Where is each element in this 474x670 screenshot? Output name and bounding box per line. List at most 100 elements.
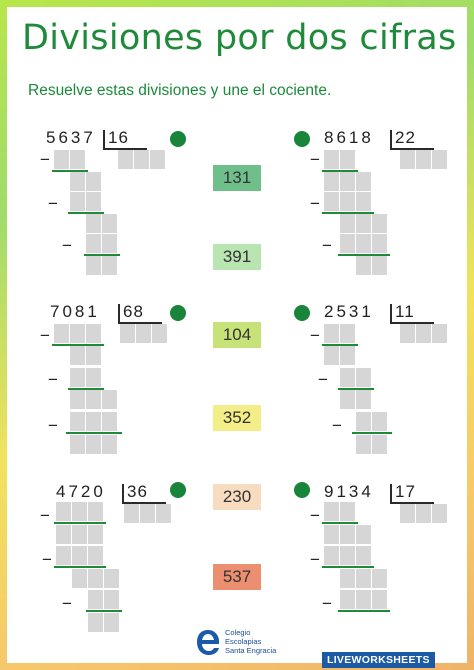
match-dot[interactable] xyxy=(294,305,310,321)
answer-box[interactable] xyxy=(86,172,101,191)
answer-box[interactable] xyxy=(56,525,71,544)
answer-box[interactable] xyxy=(88,590,103,609)
answer-box[interactable] xyxy=(324,172,339,191)
answer-box[interactable] xyxy=(324,192,339,211)
answer-box[interactable] xyxy=(104,590,119,609)
answer-box[interactable] xyxy=(340,390,355,409)
answer-box[interactable] xyxy=(372,214,387,233)
answer-box[interactable] xyxy=(324,546,339,565)
answer-tile[interactable]: 230 xyxy=(213,484,261,510)
answer-box[interactable] xyxy=(102,256,117,275)
answer-box[interactable] xyxy=(324,324,339,343)
answer-box[interactable] xyxy=(70,435,85,454)
answer-box[interactable] xyxy=(324,346,339,365)
answer-box[interactable] xyxy=(340,150,355,169)
answer-box[interactable] xyxy=(86,234,101,253)
quotient-box[interactable] xyxy=(140,504,155,523)
answer-box[interactable] xyxy=(356,412,371,431)
answer-box[interactable] xyxy=(86,214,101,233)
quotient-box[interactable] xyxy=(124,504,139,523)
answer-box[interactable] xyxy=(104,613,119,632)
answer-box[interactable] xyxy=(86,324,101,343)
answer-box[interactable] xyxy=(86,346,101,365)
answer-box[interactable] xyxy=(88,546,103,565)
answer-tile[interactable]: 391 xyxy=(213,244,261,270)
answer-box[interactable] xyxy=(70,390,85,409)
answer-box[interactable] xyxy=(102,234,117,253)
answer-box[interactable] xyxy=(70,346,85,365)
answer-box[interactable] xyxy=(356,435,371,454)
answer-box[interactable] xyxy=(56,546,71,565)
quotient-box[interactable] xyxy=(118,150,133,169)
quotient-box[interactable] xyxy=(416,324,431,343)
answer-tile[interactable]: 104 xyxy=(213,322,261,348)
answer-box[interactable] xyxy=(86,435,101,454)
answer-box[interactable] xyxy=(88,502,103,521)
answer-box[interactable] xyxy=(372,412,387,431)
answer-box[interactable] xyxy=(54,150,69,169)
answer-box[interactable] xyxy=(356,214,371,233)
answer-box[interactable] xyxy=(356,234,371,253)
answer-box[interactable] xyxy=(372,435,387,454)
answer-box[interactable] xyxy=(324,525,339,544)
answer-box[interactable] xyxy=(340,346,355,365)
answer-box[interactable] xyxy=(102,214,117,233)
answer-box[interactable] xyxy=(72,502,87,521)
answer-box[interactable] xyxy=(86,390,101,409)
answer-box[interactable] xyxy=(356,546,371,565)
quotient-box[interactable] xyxy=(150,150,165,169)
answer-box[interactable] xyxy=(340,502,355,521)
answer-box[interactable] xyxy=(86,256,101,275)
answer-box[interactable] xyxy=(70,192,85,211)
quotient-box[interactable] xyxy=(400,504,415,523)
answer-tile[interactable]: 352 xyxy=(213,405,261,431)
answer-box[interactable] xyxy=(372,234,387,253)
quotient-box[interactable] xyxy=(416,504,431,523)
answer-box[interactable] xyxy=(340,172,355,191)
answer-box[interactable] xyxy=(356,256,371,275)
answer-box[interactable] xyxy=(324,150,339,169)
match-dot[interactable] xyxy=(294,131,310,147)
answer-tile[interactable]: 537 xyxy=(213,564,261,590)
answer-box[interactable] xyxy=(356,192,371,211)
answer-box[interactable] xyxy=(340,192,355,211)
answer-box[interactable] xyxy=(88,569,103,588)
match-dot[interactable] xyxy=(170,305,186,321)
answer-box[interactable] xyxy=(70,412,85,431)
answer-box[interactable] xyxy=(72,546,87,565)
answer-box[interactable] xyxy=(56,502,71,521)
quotient-box[interactable] xyxy=(136,324,151,343)
answer-box[interactable] xyxy=(70,324,85,343)
quotient-box[interactable] xyxy=(400,150,415,169)
answer-box[interactable] xyxy=(356,172,371,191)
answer-box[interactable] xyxy=(340,569,355,588)
answer-box[interactable] xyxy=(372,590,387,609)
answer-box[interactable] xyxy=(86,368,101,387)
answer-box[interactable] xyxy=(88,525,103,544)
answer-box[interactable] xyxy=(356,525,371,544)
answer-box[interactable] xyxy=(340,525,355,544)
answer-box[interactable] xyxy=(102,390,117,409)
answer-box[interactable] xyxy=(340,214,355,233)
answer-box[interactable] xyxy=(324,502,339,521)
match-dot[interactable] xyxy=(294,482,310,498)
answer-box[interactable] xyxy=(54,324,69,343)
quotient-box[interactable] xyxy=(156,504,171,523)
match-dot[interactable] xyxy=(170,131,186,147)
answer-box[interactable] xyxy=(86,192,101,211)
answer-box[interactable] xyxy=(72,525,87,544)
answer-box[interactable] xyxy=(340,590,355,609)
quotient-box[interactable] xyxy=(432,324,447,343)
quotient-box[interactable] xyxy=(432,504,447,523)
answer-box[interactable] xyxy=(86,412,101,431)
answer-tile[interactable]: 131 xyxy=(213,165,261,191)
liveworksheets-badge[interactable]: LIVEWORKSHEETS xyxy=(322,652,435,668)
answer-box[interactable] xyxy=(70,172,85,191)
quotient-box[interactable] xyxy=(400,324,415,343)
answer-box[interactable] xyxy=(372,256,387,275)
quotient-box[interactable] xyxy=(152,324,167,343)
answer-box[interactable] xyxy=(70,368,85,387)
answer-box[interactable] xyxy=(88,613,103,632)
quotient-box[interactable] xyxy=(416,150,431,169)
answer-box[interactable] xyxy=(340,324,355,343)
